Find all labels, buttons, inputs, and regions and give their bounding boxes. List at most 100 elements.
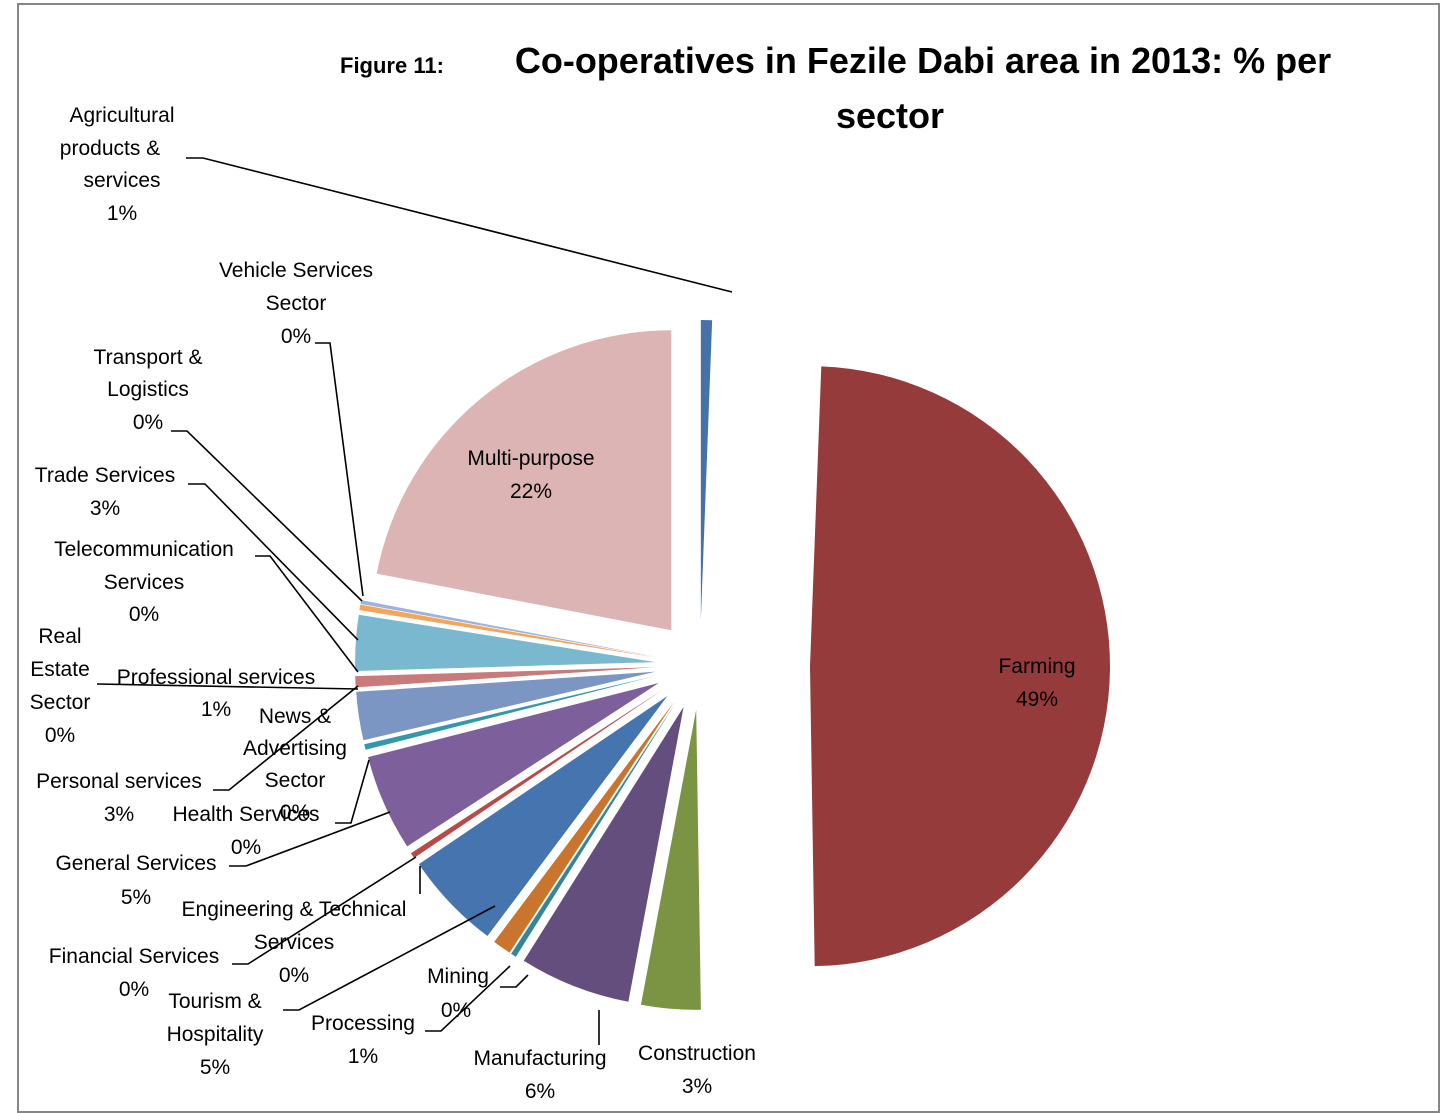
label-manufacturing: Manufacturing 6%	[473, 1047, 606, 1103]
slice-percent-label: 0%	[133, 411, 163, 434]
slice-category-label: Real	[38, 625, 81, 648]
slice-percent-label: 5%	[121, 886, 151, 909]
slice-agricultural-products-and-services	[700, 320, 713, 621]
slice-category-label: Vehicle Services	[219, 259, 373, 282]
label-financial-services: Financial Services 0%	[49, 945, 219, 1001]
slices-layer	[355, 320, 1110, 1010]
leader-lines	[96, 157, 733, 1045]
slice-tourism-and-hospitality	[418, 696, 668, 937]
slice-category-label: Sector	[266, 292, 327, 315]
slice-multi-purpose	[376, 330, 672, 631]
slice-percent-label: 1%	[201, 698, 231, 721]
slice-vehicle-services-sector	[360, 600, 656, 657]
slice-category-label: products &	[60, 137, 160, 160]
slice-percent-label: 0%	[119, 978, 149, 1001]
label-mining: Mining 0%	[427, 965, 489, 1022]
slice-percent-label: 3%	[90, 497, 120, 520]
slice-category-label: News &	[259, 705, 331, 728]
slice-category-label: Processing	[311, 1012, 415, 1035]
slice-percent-label: 0%	[280, 801, 310, 824]
slice-percent-label: 1%	[107, 202, 137, 225]
slice-percent-label: 0%	[279, 964, 309, 987]
slice-percent-label: 0%	[281, 325, 311, 348]
slice-farming	[809, 366, 1110, 967]
slice-category-label: Trade Services	[35, 464, 175, 487]
slice-category-label: Manufacturing	[473, 1047, 606, 1070]
label-personal-services: Personal services 3%	[36, 770, 202, 826]
slice-percent-label: 49%	[1016, 688, 1058, 711]
slice-category-label: Hospitality	[167, 1023, 264, 1046]
label-trade-services: Trade Services 3%	[35, 464, 175, 520]
slice-category-label: Construction	[638, 1042, 756, 1065]
slice-category-label: Personal services	[36, 770, 202, 793]
slice-percent-label: 22%	[510, 480, 552, 503]
slice-category-label: Professional services	[117, 666, 315, 689]
slice-percent-label: 0%	[231, 836, 261, 859]
slice-percent-label: 3%	[104, 803, 134, 826]
chart-title-prefix: Figure 11:	[340, 53, 444, 78]
slice-personal-services	[356, 671, 656, 741]
chart-title-line-2: sector	[836, 95, 944, 136]
leader-line-processing	[425, 965, 511, 1032]
label-tourism-and-hospitality: Tourism & Hospitality 5%	[167, 990, 264, 1079]
leader-line-vehicle-services-sector	[315, 342, 364, 597]
slice-percent-label: 6%	[525, 1080, 555, 1103]
leader-line-transport-and-logistics	[171, 430, 363, 602]
leader-line-personal-services	[213, 685, 359, 791]
slice-category-label: services	[83, 169, 160, 192]
leader-line-tourism-and-hospitality	[283, 905, 496, 1011]
slice-construction	[640, 709, 701, 1010]
slice-category-label: Services	[254, 931, 335, 954]
leader-line-mining	[500, 974, 529, 988]
slice-category-label: Tourism &	[168, 990, 261, 1013]
slice-category-label: Logistics	[107, 378, 189, 401]
label-engineering-and-technical-services: Engineering & Technical Services 0%	[182, 898, 407, 987]
label-transport-and-logistics: Transport & Logistics 0%	[94, 346, 203, 434]
label-news-and-advertising-sector: News & Advertising Sector 0%	[243, 705, 347, 824]
slice-category-label: Sector	[30, 691, 91, 714]
slice-trade-services	[355, 614, 656, 672]
slice-processing	[494, 701, 675, 953]
slice-percent-label: 0%	[45, 724, 75, 747]
label-multi-purpose: Multi-purpose 22%	[467, 447, 594, 503]
slice-percent-label: 5%	[200, 1056, 230, 1079]
slice-category-label: Estate	[30, 658, 90, 681]
slice-engineering-and-technical-services	[410, 689, 663, 858]
leader-line-real-estate-sector	[96, 683, 359, 690]
slice-category-label: Agricultural	[69, 104, 174, 127]
slice-manufacturing	[523, 706, 684, 1002]
label-construction: Construction 3%	[638, 1042, 756, 1098]
slice-percent-label: 0%	[441, 999, 471, 1022]
slice-category-label: Farming	[998, 655, 1075, 678]
chart-title-line-1: Co-operatives in Fezile Dabi area in 201…	[515, 40, 1331, 81]
label-farming: Farming 49%	[998, 655, 1075, 711]
slice-labels: Agricultural products & services 1% Farming 4…	[30, 104, 1076, 1103]
label-processing: Processing 1%	[311, 1012, 415, 1068]
label-professional-services: Professional services 1%	[117, 666, 315, 721]
slice-category-label: Advertising	[243, 737, 347, 760]
slice-transport-and-logistics	[359, 604, 656, 658]
label-agricultural-products-and-services: Agricultural products & services 1%	[60, 104, 175, 225]
slice-category-label: Engineering & Technical	[182, 898, 407, 921]
slice-category-label: General Services	[55, 852, 216, 875]
slice-category-label: Health Services	[172, 803, 319, 826]
slice-general-services	[368, 683, 659, 847]
slice-category-label: Sector	[265, 769, 326, 792]
slice-category-label: Services	[104, 571, 185, 594]
slice-percent-label: 0%	[129, 603, 159, 626]
chart-frame	[17, 3, 1440, 1113]
label-vehicle-services-sector: Vehicle Services Sector 0%	[219, 259, 373, 348]
slice-category-label: Financial Services	[49, 945, 219, 968]
leader-line-financial-services	[232, 856, 417, 965]
leader-line-general-services	[229, 811, 391, 867]
label-telecommunication-services: Telecommunication Services 0%	[54, 538, 234, 626]
leader-line-trade-services	[188, 483, 359, 641]
label-real-estate-sector: Real Estate Sector 0%	[30, 625, 91, 747]
leader-line-telecommunication-services	[255, 555, 359, 673]
slice-category-label: Telecommunication	[54, 538, 234, 561]
leader-line-health-services	[335, 759, 370, 824]
slice-professional-services	[355, 667, 656, 688]
slice-percent-label: 1%	[348, 1045, 378, 1068]
leader-line-agricultural-products-and-services	[186, 157, 733, 293]
